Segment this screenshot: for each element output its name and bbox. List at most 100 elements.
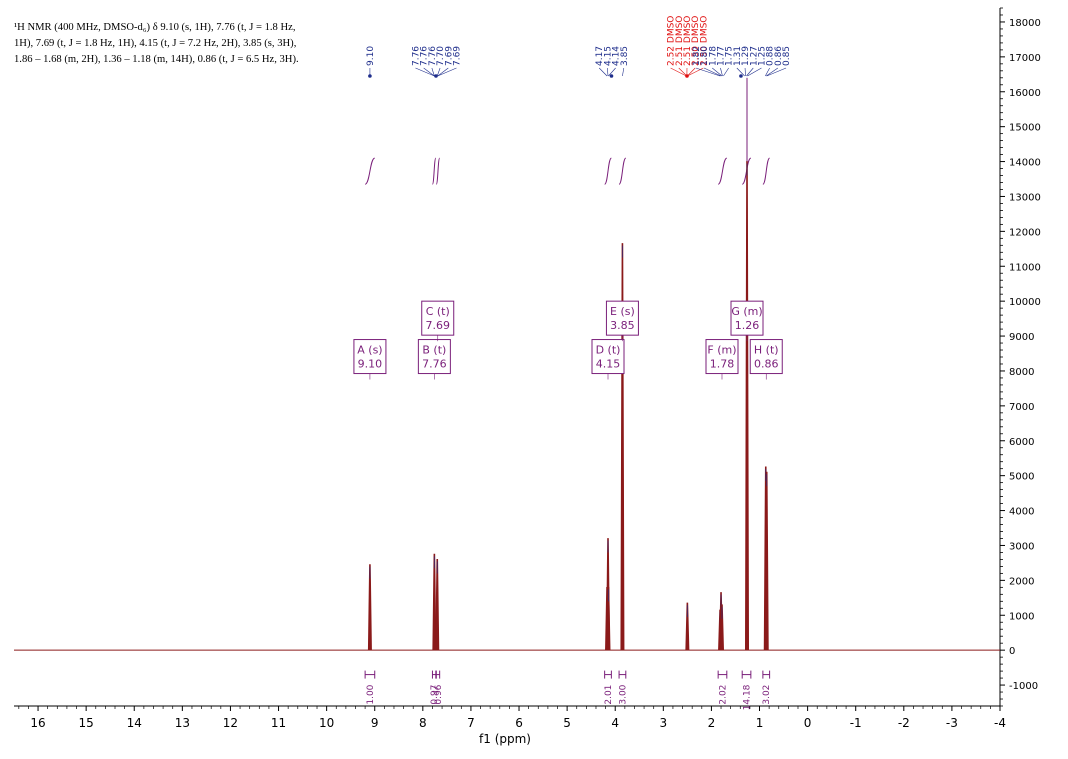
x-tick-label: -2 bbox=[898, 716, 910, 730]
x-tick-label: 10 bbox=[319, 716, 334, 730]
x-tick-label: 12 bbox=[223, 716, 238, 730]
peak-label: 4.14 bbox=[612, 46, 622, 66]
spectrum-peak bbox=[367, 564, 372, 651]
peak-label: 2.50 DMSO bbox=[691, 16, 701, 66]
peak-label-connector bbox=[598, 67, 608, 77]
multiplet-box: C (t)7.69 bbox=[421, 300, 455, 342]
x-tick-label: 3 bbox=[659, 716, 667, 730]
y-tick-label: 18000 bbox=[1009, 18, 1041, 29]
peak-label: 4.15 bbox=[603, 46, 613, 66]
multiplet-label: H (t) bbox=[754, 344, 779, 357]
integral-curve bbox=[717, 157, 728, 185]
spectrum-peak bbox=[764, 471, 769, 651]
integral-value: 0.97 bbox=[430, 685, 440, 705]
integral-value: 0.96 bbox=[434, 684, 444, 704]
peak-label: 2.50 DMSO bbox=[699, 16, 709, 66]
multiplet-box: E (s)3.85 bbox=[605, 300, 639, 342]
multiplet-label: G (m) bbox=[731, 305, 762, 318]
x-tick-label: -4 bbox=[994, 716, 1006, 730]
multiplet-frame bbox=[591, 339, 625, 375]
y-tick-label: 13000 bbox=[1009, 192, 1041, 203]
multiplet-frame bbox=[730, 300, 764, 336]
x-tick-label: -3 bbox=[946, 716, 958, 730]
multiplet-shift: 1.78 bbox=[710, 358, 735, 371]
y-tick-label: 2000 bbox=[1009, 576, 1034, 587]
peak-label-connector bbox=[431, 67, 435, 77]
x-tick-label: 11 bbox=[271, 716, 286, 730]
description-line: ¹H NMR (400 MHz, DMSO-d₆) δ 9.10 (s, 1H)… bbox=[14, 22, 296, 33]
spectrum-peak bbox=[745, 161, 750, 651]
y-tick-label: 1000 bbox=[1009, 611, 1034, 622]
x-tick-label: 7 bbox=[467, 716, 475, 730]
integral-bracket: 3.02 bbox=[762, 670, 772, 705]
peak-label-connector bbox=[747, 67, 762, 77]
multiplet-box: G (m)1.26 bbox=[730, 300, 764, 342]
spectrum-peak bbox=[719, 604, 725, 651]
peak-label-connector bbox=[436, 67, 441, 77]
x-tick-label: 14 bbox=[127, 716, 142, 730]
multiplet-shift: 7.76 bbox=[422, 358, 447, 371]
peak-label: 7.70 bbox=[436, 46, 446, 66]
peak-label-anchor bbox=[434, 74, 438, 78]
peak-label: 7.76 bbox=[428, 46, 438, 66]
peak-label: 1.25 bbox=[757, 46, 767, 66]
multiplet-box: F (m)1.78 bbox=[705, 339, 739, 380]
multiplet-frame bbox=[605, 300, 639, 336]
y-tick-label: 0 bbox=[1009, 646, 1015, 657]
integral-bracket: 2.01 bbox=[604, 670, 614, 705]
peak-label-connector bbox=[703, 67, 722, 77]
multiplet-shift: 9.10 bbox=[358, 358, 383, 371]
peak-label-connector bbox=[670, 67, 687, 77]
x-tick-label: 0 bbox=[804, 716, 812, 730]
peak-label: 0.85 bbox=[782, 46, 792, 66]
integral-curve bbox=[762, 157, 771, 185]
multiplet-shift: 7.69 bbox=[425, 319, 450, 332]
peak-label-connector bbox=[423, 67, 435, 77]
peak-label: 9.10 bbox=[366, 46, 376, 66]
integral-bracket: 1.00 bbox=[364, 670, 376, 705]
multiplet-label: F (m) bbox=[707, 344, 736, 357]
multiplet-box: H (t)0.86 bbox=[749, 339, 783, 380]
peak-labels: 9.10 7.767.767.767.707.697.69 4.174.154.14… bbox=[366, 16, 792, 78]
peak-label-connector bbox=[746, 67, 754, 77]
peak-label: 0.88 bbox=[766, 46, 776, 66]
x-tick-label: 4 bbox=[611, 716, 619, 730]
x-tick-label: -1 bbox=[850, 716, 862, 730]
multiplet-label: A (s) bbox=[357, 344, 382, 357]
integral-value: 3.00 bbox=[618, 684, 628, 704]
peak-label: 1.77 bbox=[716, 46, 726, 66]
multiplet-box: D (t)4.15 bbox=[591, 339, 625, 380]
x-tick-label: 9 bbox=[371, 716, 379, 730]
y-axis: -1000 0 1000 2000 3000 4000 5000 6000 7000 8000 90… bbox=[999, 7, 1041, 707]
peak-label-connector bbox=[736, 67, 745, 77]
integral-curve bbox=[435, 157, 441, 185]
peak-label-connector bbox=[622, 67, 625, 77]
peak-label: 7.69 bbox=[452, 46, 462, 66]
peak-label-connector bbox=[437, 67, 457, 77]
integral-curve bbox=[604, 157, 612, 185]
peak-label-connector bbox=[712, 67, 723, 77]
spectrum-peak bbox=[435, 559, 440, 651]
multiplet-label: B (t) bbox=[422, 344, 446, 357]
integral-curves bbox=[364, 77, 771, 185]
spectrum-peak bbox=[685, 602, 690, 651]
peak-label: 7.76 bbox=[420, 46, 430, 66]
spectrum-peak bbox=[606, 586, 611, 651]
peak-label: 2.51 DMSO bbox=[683, 16, 693, 66]
peak-label: 2.51 DMSO bbox=[675, 16, 685, 66]
peak-label-anchor bbox=[368, 74, 372, 78]
y-tick-label: 5000 bbox=[1009, 472, 1034, 483]
peak-label-connector bbox=[437, 67, 449, 77]
y-tick-label: 3000 bbox=[1009, 541, 1034, 552]
x-tick-label: 16 bbox=[30, 716, 45, 730]
multiplet-frame bbox=[353, 339, 387, 375]
integral-value: 1.00 bbox=[366, 684, 376, 704]
y-tick-label: 11000 bbox=[1009, 262, 1041, 273]
peak-label-connector bbox=[744, 67, 746, 77]
spectrum-peak bbox=[432, 553, 437, 651]
peak-label-connector bbox=[678, 67, 688, 77]
peak-label-anchor bbox=[685, 74, 689, 78]
description-line: 1H), 7.69 (t, J = 1.8 Hz, 1H), 4.15 (t, … bbox=[14, 38, 297, 50]
multiplet-shift: 4.15 bbox=[596, 358, 621, 371]
